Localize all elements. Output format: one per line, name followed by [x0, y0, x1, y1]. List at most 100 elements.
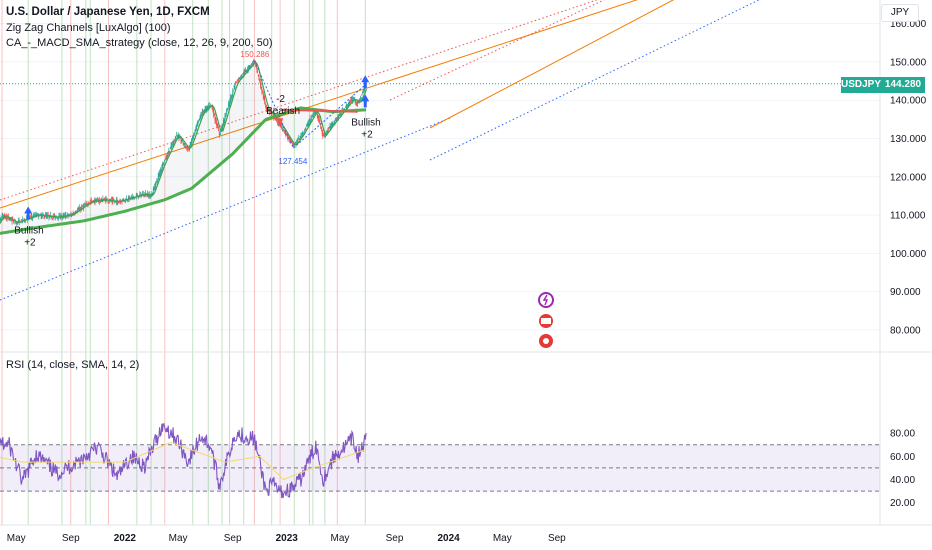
candle-body — [191, 139, 193, 144]
candle-body — [136, 195, 138, 197]
candle-body — [153, 189, 155, 191]
candle-body — [195, 127, 197, 130]
candle-body — [100, 200, 102, 202]
candle-body — [313, 113, 315, 116]
candle-body — [38, 216, 40, 218]
candle-body — [316, 112, 318, 116]
bullish-label: Bullish — [351, 118, 380, 129]
candle-body — [43, 215, 45, 218]
candle-body — [304, 128, 306, 130]
candle-body — [84, 204, 86, 206]
candle-body — [282, 128, 283, 130]
candle-body — [359, 98, 361, 102]
rsi-indicator-label[interactable]: RSI (14, close, SMA, 14, 2) — [6, 359, 140, 371]
candle-body — [296, 139, 298, 143]
candle-body — [81, 206, 83, 210]
candle-body — [57, 217, 58, 219]
candle-body — [212, 108, 214, 112]
candle-body — [150, 194, 151, 197]
candle-body — [107, 201, 109, 203]
candle-body — [326, 132, 327, 134]
candle-body — [168, 150, 170, 154]
candle-body — [137, 197, 139, 198]
candle-body — [132, 195, 134, 198]
candle-body — [169, 151, 171, 152]
candle-body — [205, 108, 207, 109]
candle-body — [191, 138, 193, 140]
candle-body — [56, 217, 58, 219]
time-tick-label: May — [7, 533, 26, 544]
candle-body — [308, 122, 310, 125]
candle-body — [82, 205, 84, 208]
candle-body — [3, 215, 5, 217]
indicator-macd-label[interactable]: CA_-_MACD_SMA_strategy (close, 12, 26, 9… — [6, 37, 273, 49]
candle-body — [80, 207, 82, 209]
candle-body — [314, 110, 316, 113]
candle-body — [257, 70, 259, 73]
rsi-ma-line — [0, 442, 367, 481]
candle-body — [247, 68, 249, 70]
candle-body — [193, 133, 195, 137]
candle-body — [39, 214, 41, 215]
candle-body — [91, 200, 93, 202]
candle-body — [84, 204, 85, 206]
candle-body — [162, 164, 163, 168]
candle-body — [0, 217, 2, 221]
candle-body — [360, 98, 361, 101]
candle-body — [357, 102, 359, 104]
candle-body — [334, 121, 336, 123]
channel-upper-solid — [0, 0, 638, 209]
candle-body — [181, 140, 183, 142]
candle-body — [320, 125, 322, 129]
bullish-label: Bullish — [14, 225, 43, 236]
candle-body — [144, 193, 146, 195]
candle-body — [299, 136, 301, 139]
candle-body — [161, 167, 163, 170]
indicator-zigzag-label[interactable]: Zig Zag Channels [LuxAlgo] (100) — [6, 22, 171, 34]
candle-body — [13, 220, 14, 222]
candle-body — [187, 148, 189, 150]
candle-body — [189, 143, 191, 147]
candle-body — [50, 217, 52, 219]
resistance-line — [281, 108, 358, 113]
candle-body — [340, 113, 342, 116]
candle-body — [15, 221, 17, 224]
candle-body — [20, 222, 22, 224]
candle-body — [227, 108, 229, 110]
candle-body — [291, 140, 293, 143]
candle-body — [287, 136, 289, 139]
candle-body — [352, 97, 354, 99]
candle-body — [293, 144, 295, 146]
candle-body — [108, 201, 110, 202]
candle-body — [240, 75, 242, 78]
candle-body — [8, 217, 10, 219]
candle-body — [22, 218, 24, 221]
candle-body — [207, 106, 209, 109]
price-tick-label: 100.000 — [890, 249, 927, 260]
candle-body — [213, 114, 215, 115]
candle-body — [190, 143, 192, 145]
candle-body — [184, 144, 186, 147]
candle-body — [162, 164, 164, 165]
currency-selector[interactable]: JPY — [881, 4, 919, 22]
candle-body — [351, 99, 353, 101]
candle-body — [135, 195, 137, 197]
candle-body — [203, 110, 205, 113]
candle-body — [246, 70, 248, 72]
candle-body — [122, 198, 124, 201]
candle-body — [106, 198, 107, 200]
candle-body — [271, 112, 273, 114]
candle-body — [318, 116, 320, 121]
candle-body — [128, 197, 129, 200]
candle-body — [352, 98, 354, 101]
candle-body — [196, 125, 198, 130]
candle-body — [317, 115, 319, 118]
candle-body — [223, 118, 225, 121]
candle-body — [152, 188, 154, 192]
candle-body — [330, 123, 332, 126]
candle-body — [130, 196, 132, 198]
price-tick-label: 150.000 — [890, 57, 927, 68]
